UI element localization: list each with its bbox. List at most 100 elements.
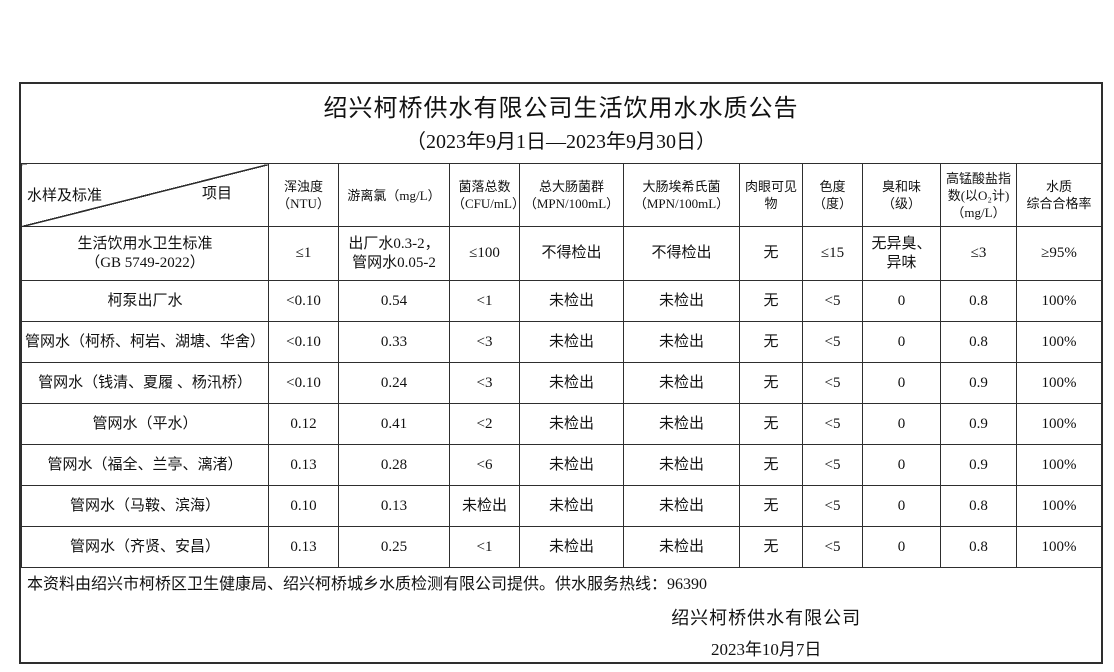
- table-row-pipe-network-qixian: 管网水（齐贤、安昌） 0.13 0.25 <1 未检出 未检出 无 <5 0 0…: [21, 526, 1102, 568]
- table-row-plant-outlet: 柯泵出厂水 <0.10 0.54 <1 未检出 未检出 无 <5 0 0.8 1…: [21, 280, 1102, 322]
- table-row-pipe-network-fuquan: 管网水（福全、兰亭、漓渚） 0.13 0.28 <6 未检出 未检出 无 <5 …: [21, 444, 1102, 486]
- value-cell: 0: [862, 485, 941, 527]
- value-cell: 未检出: [519, 280, 624, 322]
- row-label: 管网水（钱清、夏履 、杨汛桥）: [21, 362, 269, 404]
- value-cell: ≤1: [268, 226, 339, 281]
- value-cell: 0.25: [338, 526, 450, 568]
- value-cell: 无: [739, 403, 803, 445]
- value-cell: 未检出: [623, 280, 740, 322]
- value-cell: 未检出: [519, 526, 624, 568]
- value-cell: <3: [449, 321, 520, 363]
- value-cell: 0.28: [338, 444, 450, 486]
- row-label: 管网水（福全、兰亭、漓渚）: [21, 444, 269, 486]
- value-cell: 未检出: [623, 362, 740, 404]
- value-cell: ≤15: [802, 226, 863, 281]
- value-cell: ≤3: [940, 226, 1017, 281]
- value-cell: 0.8: [940, 280, 1017, 322]
- column-header-chroma: 色度 （度）: [802, 163, 863, 227]
- column-header-turbidity: 浑浊度 （NTU）: [268, 163, 339, 227]
- value-cell: <5: [802, 485, 863, 527]
- value-cell: 100%: [1016, 444, 1102, 486]
- value-cell: 未检出: [623, 444, 740, 486]
- value-cell: ≤100: [449, 226, 520, 281]
- value-cell: 无: [739, 280, 803, 322]
- row-label: 生活饮用水卫生标准 （GB 5749-2022）: [21, 226, 269, 281]
- row-label: 管网水（柯桥、柯岩、湖塘、华舍）: [21, 321, 269, 363]
- value-cell: 0.13: [338, 485, 450, 527]
- page-title: 绍兴柯桥供水有限公司生活饮用水水质公告: [323, 96, 799, 122]
- column-header-odor: 臭和味 （级）: [862, 163, 941, 227]
- value-cell: <5: [802, 403, 863, 445]
- value-cell: 未检出: [623, 485, 740, 527]
- value-cell: 0: [862, 362, 941, 404]
- footer-block: 本资料由绍兴市柯桥区卫生健康局、绍兴柯桥城乡水质检测有限公司提供。供水服务热线：…: [21, 568, 1101, 662]
- value-cell: 0: [862, 403, 941, 445]
- row-label: 管网水（平水）: [21, 403, 269, 445]
- footer-report-date: 2023年10月7日: [710, 640, 822, 659]
- value-cell: 0.8: [940, 526, 1017, 568]
- value-cell: 未检出: [519, 321, 624, 363]
- row-label: 管网水（齐贤、安昌）: [21, 526, 269, 568]
- value-cell: <5: [802, 362, 863, 404]
- value-cell: 0.41: [338, 403, 450, 445]
- corner-label-item: 项目: [201, 186, 232, 202]
- value-cell: 无: [739, 444, 803, 486]
- value-cell: 100%: [1016, 485, 1102, 527]
- value-cell: 出厂水0.3-2， 管网水0.05-2: [338, 226, 450, 281]
- column-header-visible-matter: 肉眼可见物: [739, 163, 803, 227]
- value-cell: 0.8: [940, 485, 1017, 527]
- column-header-permanganate-index: 高锰酸盐指 数(以O₂计) （mg/L）: [940, 163, 1017, 227]
- value-cell: 未检出: [519, 485, 624, 527]
- value-cell: 0: [862, 280, 941, 322]
- value-cell: <6: [449, 444, 520, 486]
- value-cell: 0.8: [940, 321, 1017, 363]
- value-cell: 未检出: [449, 485, 520, 527]
- signature-block: 绍兴柯桥供水有限公司 2023年10月7日: [431, 604, 1101, 660]
- table-row-pipe-network-pingshui: 管网水（平水） 0.12 0.41 <2 未检出 未检出 无 <5 0 0.9 …: [21, 403, 1102, 445]
- water-quality-notice-sheet: 绍兴柯桥供水有限公司生活饮用水水质公告 （2023年9月1日—2023年9月30…: [19, 82, 1103, 664]
- value-cell: 0.10: [268, 485, 339, 527]
- value-cell: 未检出: [519, 403, 624, 445]
- value-cell: <5: [802, 280, 863, 322]
- value-cell: 0.24: [338, 362, 450, 404]
- row-label: 柯泵出厂水: [21, 280, 269, 322]
- column-header-total-coliform: 总大肠菌群 （MPN/100mL）: [519, 163, 624, 227]
- corner-label-sample-and-standard: 水样及标准: [27, 188, 103, 204]
- value-cell: 0: [862, 444, 941, 486]
- value-cell: 0.13: [268, 444, 339, 486]
- value-cell: <1: [449, 280, 520, 322]
- value-cell: 0: [862, 321, 941, 363]
- page-subtitle: （2023年9月1日—2023年9月30日）: [406, 131, 716, 153]
- value-cell: 0.12: [268, 403, 339, 445]
- column-header-pass-rate: 水质 综合合格率: [1016, 163, 1102, 227]
- value-cell: 不得检出: [519, 226, 624, 281]
- value-cell: 100%: [1016, 526, 1102, 568]
- value-cell: <2: [449, 403, 520, 445]
- corner-header-cell: 水样及标准 项目: [21, 163, 269, 227]
- value-cell: <5: [802, 321, 863, 363]
- water-quality-table: 水样及标准 项目 浑浊度 （NTU） 游离氯（mg/L） 菌落总数 （CFU/m…: [21, 163, 1102, 568]
- column-header-free-chlorine: 游离氯（mg/L）: [338, 163, 450, 227]
- value-cell: 0.9: [940, 362, 1017, 404]
- value-cell: 未检出: [519, 362, 624, 404]
- table-row-standard: 生活饮用水卫生标准 （GB 5749-2022） ≤1 出厂水0.3-2， 管网…: [21, 226, 1102, 281]
- value-cell: <3: [449, 362, 520, 404]
- value-cell: <1: [449, 526, 520, 568]
- value-cell: 0.9: [940, 403, 1017, 445]
- value-cell: 无: [739, 362, 803, 404]
- value-cell: 未检出: [623, 526, 740, 568]
- value-cell: 100%: [1016, 403, 1102, 445]
- value-cell: 0.33: [338, 321, 450, 363]
- value-cell: 未检出: [623, 403, 740, 445]
- value-cell: 100%: [1016, 362, 1102, 404]
- value-cell: 0: [862, 526, 941, 568]
- value-cell: <5: [802, 444, 863, 486]
- value-cell: 无异臭、 异味: [862, 226, 941, 281]
- value-cell: 无: [739, 485, 803, 527]
- footer-company-signature: 绍兴柯桥供水有限公司: [671, 608, 862, 628]
- row-label: 管网水（马鞍、滨海）: [21, 485, 269, 527]
- column-header-ecoli: 大肠埃希氏菌 （MPN/100mL）: [623, 163, 740, 227]
- value-cell: 不得检出: [623, 226, 740, 281]
- value-cell: <5: [802, 526, 863, 568]
- value-cell: <0.10: [268, 362, 339, 404]
